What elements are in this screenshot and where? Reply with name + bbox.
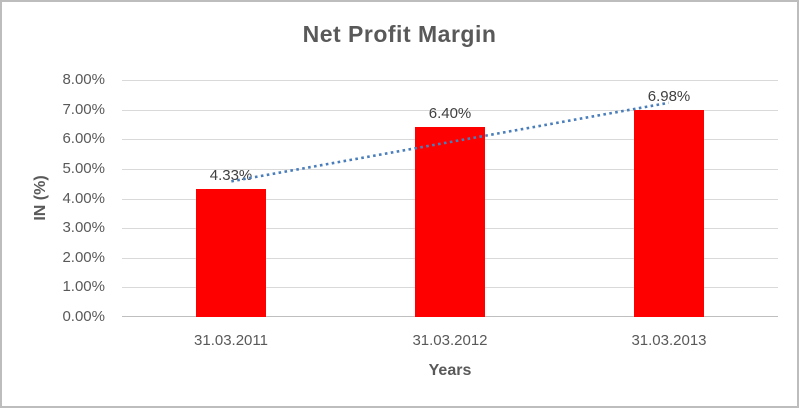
x-axis-title: Years	[428, 362, 472, 379]
x-tick-label: 31.03.2013	[631, 332, 707, 349]
bar-31.03.2013: 6.98%	[634, 88, 704, 317]
bar-data-label: 6.40%	[428, 105, 472, 122]
y-tick-label: 3.00%	[62, 219, 105, 236]
y-tick-label: 8.00%	[62, 71, 105, 88]
bar-31.03.2011: 4.33%	[196, 167, 266, 317]
bar-31.03.2012: 6.40%	[415, 105, 485, 317]
y-tick-label: 0.00%	[62, 308, 105, 325]
x-tick-label: 31.03.2012	[412, 332, 488, 349]
y-tick-label: 7.00%	[62, 101, 105, 118]
x-axis-tick-labels: 31.03.2011 31.03.2012 31.03.2013	[122, 332, 778, 350]
chart-title: Net Profit Margin	[302, 21, 497, 47]
y-tick-label: 5.00%	[62, 160, 105, 177]
gridline	[122, 80, 778, 81]
plot-area: 4.33% 6.40% 6.98%	[122, 80, 778, 317]
y-tick-label: 1.00%	[62, 278, 105, 295]
gridline	[122, 110, 778, 111]
trendline	[231, 101, 669, 183]
y-axis-tick-labels: 0.00% 1.00% 2.00% 3.00% 4.00% 5.00% 6.00% 7.00%…	[2, 71, 105, 325]
bar-data-label: 6.98%	[647, 88, 691, 105]
y-tick-label: 2.00%	[62, 249, 105, 266]
y-tick-label: 4.00%	[62, 190, 105, 207]
bar-data-label: 4.33%	[209, 167, 253, 184]
y-tick-label: 6.00%	[62, 130, 105, 147]
x-tick-label: 31.03.2011	[194, 332, 268, 349]
